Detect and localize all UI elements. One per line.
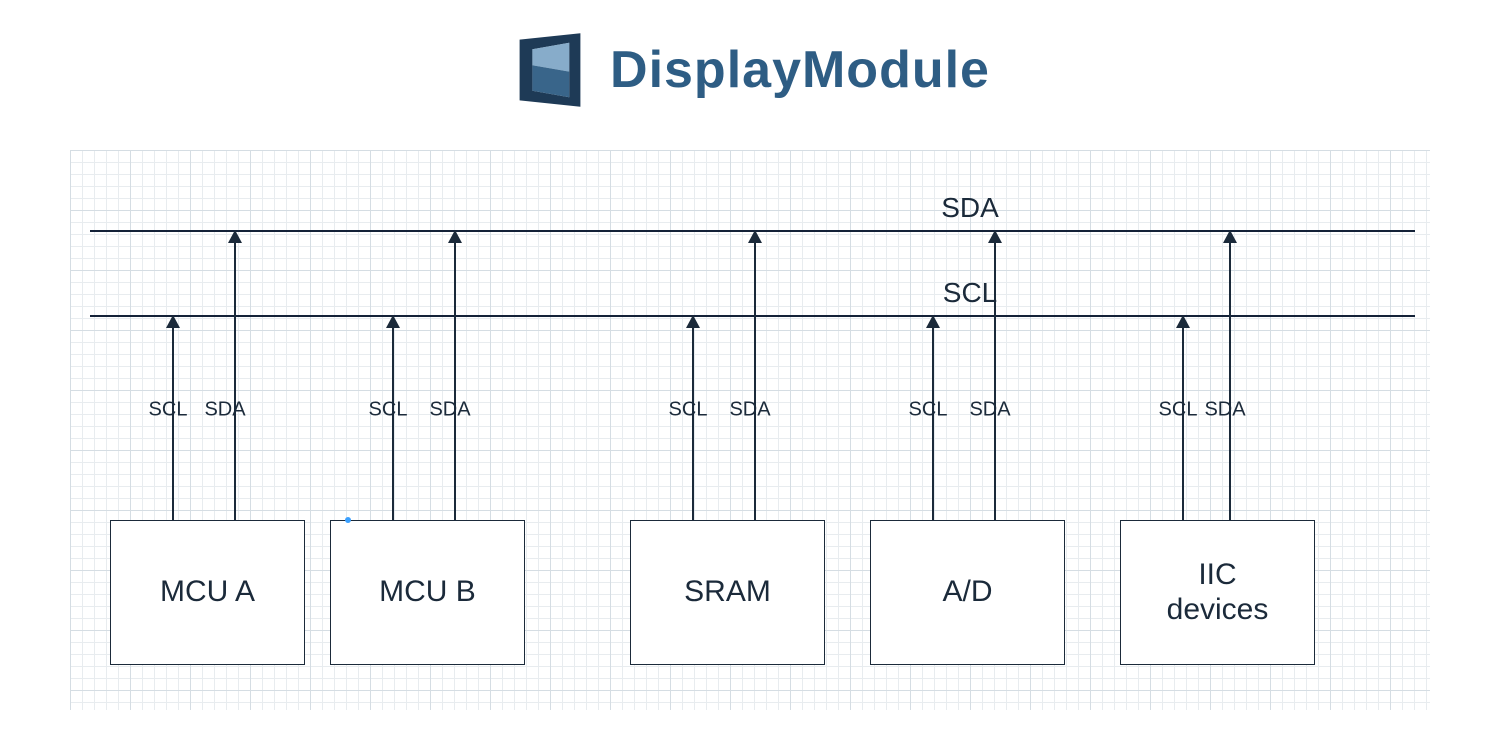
- device-mcu_a: MCU A: [110, 520, 305, 665]
- conn-label-mcu_b-scl: SCL: [369, 399, 408, 422]
- device-sram: SRAM: [630, 520, 825, 665]
- device-ad: A/D: [870, 520, 1065, 665]
- device-iic: IICdevices: [1120, 520, 1315, 665]
- connection-arrow-icon: [1221, 229, 1239, 521]
- logo-mark-icon: [510, 30, 590, 110]
- brand-logo: DisplayModule: [0, 20, 1500, 120]
- i2c-bus-diagram: SDA SCL MCU A SCL SDA MCU B SCL SDA SRAM SCL SDA A/…: [70, 150, 1430, 710]
- selection-handle-icon: [345, 517, 351, 523]
- bus-label-sda: SDA: [941, 192, 999, 224]
- connection-arrow-icon: [226, 229, 244, 521]
- conn-label-mcu_b-sda: SDA: [429, 399, 470, 422]
- connection-arrow-icon: [746, 229, 764, 521]
- conn-label-sram-sda: SDA: [729, 399, 770, 422]
- conn-label-iic-scl: SCL: [1159, 399, 1198, 422]
- conn-label-ad-sda: SDA: [969, 399, 1010, 422]
- logo-text: DisplayModule: [610, 40, 990, 100]
- device-mcu_b: MCU B: [330, 520, 525, 665]
- conn-label-sram-scl: SCL: [669, 399, 708, 422]
- connection-arrow-icon: [986, 229, 1004, 521]
- conn-label-mcu_a-scl: SCL: [149, 399, 188, 422]
- conn-label-iic-sda: SDA: [1204, 399, 1245, 422]
- conn-label-ad-scl: SCL: [909, 399, 948, 422]
- conn-label-mcu_a-sda: SDA: [204, 399, 245, 422]
- connection-arrow-icon: [446, 229, 464, 521]
